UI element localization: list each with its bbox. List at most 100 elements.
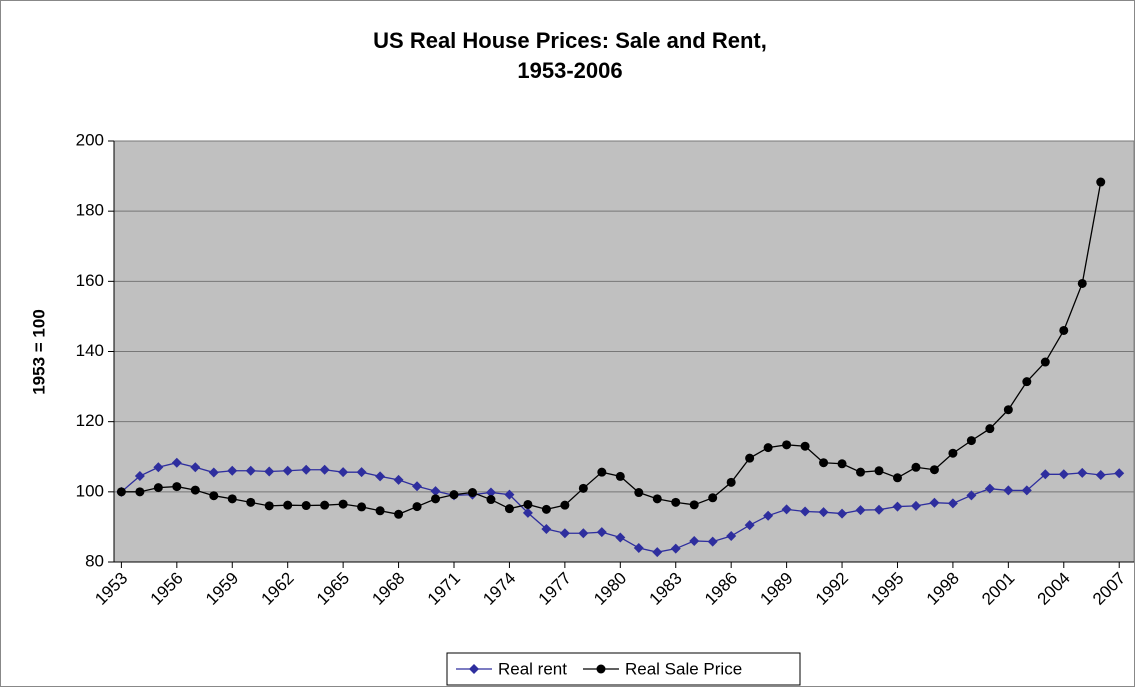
point xyxy=(910,500,921,511)
point xyxy=(874,466,884,476)
point xyxy=(1003,405,1013,415)
point xyxy=(874,504,884,515)
point xyxy=(523,499,533,509)
point xyxy=(855,505,866,516)
point xyxy=(171,457,182,468)
point xyxy=(209,491,219,501)
point xyxy=(929,497,940,508)
y-tick-label: 140 xyxy=(76,341,104,360)
point xyxy=(652,494,662,504)
point xyxy=(800,506,811,517)
point xyxy=(745,453,755,463)
point xyxy=(522,507,533,518)
point xyxy=(190,485,200,495)
point xyxy=(227,494,237,504)
point xyxy=(264,466,275,477)
point xyxy=(984,483,995,494)
point xyxy=(837,508,848,519)
point xyxy=(541,524,552,535)
point xyxy=(449,490,459,500)
y-tick-label: 180 xyxy=(76,201,104,220)
point xyxy=(172,482,182,492)
point xyxy=(135,487,145,497)
point xyxy=(578,528,589,539)
point xyxy=(578,483,588,493)
point xyxy=(892,501,903,512)
legend-marker xyxy=(596,664,606,674)
legend-label: Real Sale Price xyxy=(625,659,742,678)
point xyxy=(504,489,515,500)
point xyxy=(837,459,847,469)
point xyxy=(504,504,514,514)
point xyxy=(1040,469,1051,480)
point xyxy=(393,474,404,485)
point xyxy=(670,543,681,554)
point xyxy=(1077,278,1087,288)
point xyxy=(726,531,737,542)
point xyxy=(301,464,312,475)
point xyxy=(467,488,477,498)
point xyxy=(541,504,551,514)
legend-box xyxy=(446,652,801,686)
point xyxy=(615,532,626,543)
point xyxy=(1040,357,1050,367)
point xyxy=(597,467,607,477)
point xyxy=(1022,377,1032,387)
point xyxy=(634,488,644,498)
point xyxy=(985,424,995,434)
point xyxy=(819,458,829,468)
y-tick-label: 200 xyxy=(76,130,104,149)
point xyxy=(892,473,902,483)
point xyxy=(689,535,700,546)
point xyxy=(134,471,145,482)
point xyxy=(966,436,976,446)
point xyxy=(283,500,293,510)
point xyxy=(560,500,570,510)
point xyxy=(246,497,256,507)
legend-label: Real rent xyxy=(498,659,567,678)
legend-marker xyxy=(469,664,479,674)
point xyxy=(338,499,348,509)
point xyxy=(782,440,792,450)
point xyxy=(412,502,422,512)
point xyxy=(1021,485,1032,496)
point xyxy=(1095,469,1106,480)
point xyxy=(357,502,367,512)
point xyxy=(1096,177,1106,187)
point xyxy=(153,483,163,493)
point xyxy=(708,493,718,503)
point xyxy=(911,462,921,472)
point xyxy=(652,547,663,558)
point xyxy=(153,462,164,473)
point xyxy=(763,443,773,453)
point xyxy=(375,471,386,482)
y-tick-label: 80 xyxy=(85,551,104,570)
point xyxy=(430,486,441,497)
point xyxy=(412,481,423,492)
point xyxy=(320,500,330,510)
y-axis-label: 1953 = 100 xyxy=(29,309,48,395)
point xyxy=(375,506,385,516)
point xyxy=(707,536,718,547)
y-tick-label: 120 xyxy=(76,411,104,430)
point xyxy=(208,467,219,478)
point xyxy=(190,462,201,473)
point xyxy=(1077,467,1088,478)
point xyxy=(356,467,367,478)
point xyxy=(966,490,977,501)
point xyxy=(781,504,792,515)
chart-title: US Real House Prices: Sale and Rent, xyxy=(373,28,767,53)
point xyxy=(800,441,810,451)
point xyxy=(948,448,958,458)
point xyxy=(689,500,699,510)
point xyxy=(338,467,349,478)
point xyxy=(559,528,570,539)
point xyxy=(245,465,256,476)
point xyxy=(744,520,755,531)
y-tick-label: 100 xyxy=(76,481,104,500)
point xyxy=(394,509,404,519)
point xyxy=(1003,485,1014,496)
point xyxy=(1114,468,1125,479)
point xyxy=(1058,469,1069,480)
